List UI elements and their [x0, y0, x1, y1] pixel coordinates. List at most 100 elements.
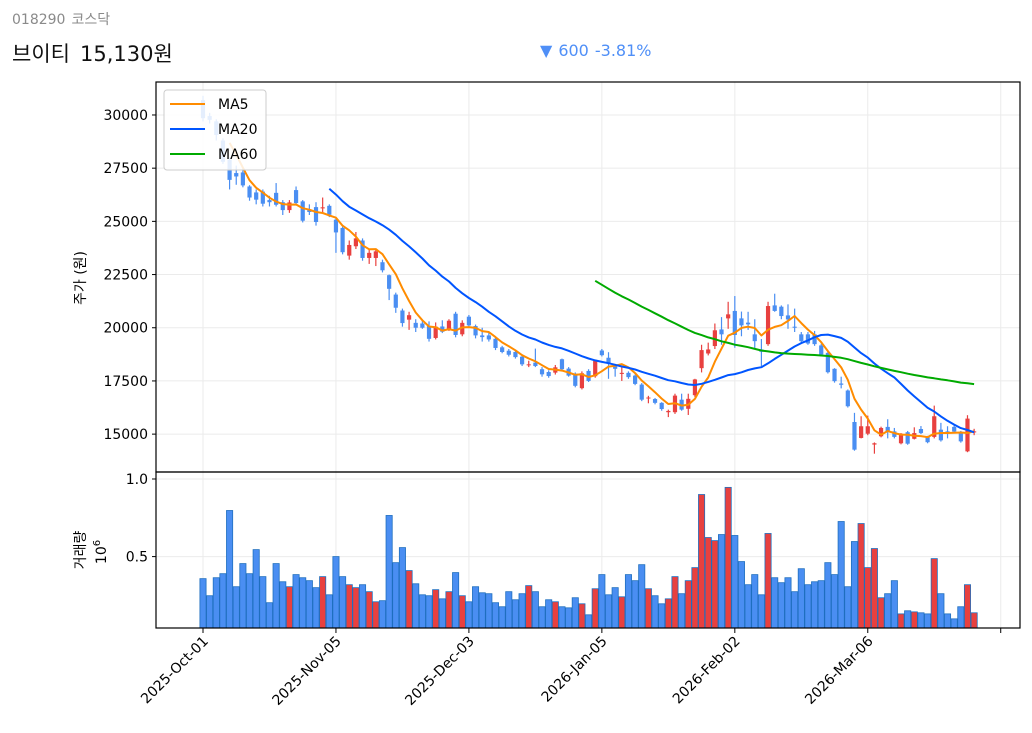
- volume-bar: [405, 570, 413, 629]
- candle-body: [825, 352, 830, 373]
- volume-bar: [505, 591, 513, 629]
- volume-bar: [385, 515, 393, 629]
- candle-body: [812, 334, 817, 345]
- volume-bar: [332, 556, 340, 629]
- candle-body: [393, 294, 398, 308]
- volume-bar: [558, 606, 566, 629]
- price-grid: [156, 82, 1020, 472]
- legend: MA5 MA20 MA60: [163, 89, 267, 171]
- candle-body: [799, 334, 804, 342]
- candle-body: [293, 190, 299, 204]
- change-amount: 600: [558, 41, 589, 60]
- volume-bar: [850, 541, 858, 629]
- volume-bar: [319, 576, 327, 629]
- candle-body: [925, 436, 930, 443]
- volume-bar: [757, 594, 765, 629]
- candle-body: [546, 372, 551, 377]
- volume-bar: [684, 580, 692, 629]
- candle-body: [859, 426, 864, 438]
- volume-bar: [325, 594, 333, 629]
- volume-bar: [731, 535, 739, 629]
- moving-averages: [228, 142, 975, 439]
- volume-bar: [239, 563, 247, 629]
- candle-body: [260, 191, 265, 204]
- candle-body: [932, 416, 937, 437]
- candle-body: [652, 399, 658, 403]
- candle-body: [533, 362, 538, 367]
- candle-body: [333, 219, 339, 233]
- market-name: 코스닥: [71, 12, 111, 28]
- volume-bar: [525, 585, 533, 629]
- candle-body: [406, 315, 412, 320]
- volume-bar: [598, 574, 606, 629]
- candle-body: [958, 432, 963, 442]
- candle-body: [446, 320, 452, 329]
- candle-body: [367, 252, 372, 258]
- volume-bar: [950, 618, 958, 629]
- volume-offset-label: 106: [92, 540, 110, 564]
- volume-bar: [804, 584, 812, 629]
- candle-body: [327, 205, 332, 215]
- volume-bar: [279, 581, 287, 629]
- volume-bar: [591, 588, 599, 629]
- volume-bar: [718, 534, 726, 629]
- volume-bar: [605, 594, 613, 629]
- candle-body: [539, 369, 545, 375]
- volume-bar: [917, 612, 925, 629]
- volume-bar: [206, 595, 214, 629]
- legend-label-ma60: MA60: [218, 147, 257, 163]
- volume-bar: [904, 610, 912, 629]
- volume-bar: [751, 574, 759, 629]
- volume-bar: [777, 582, 785, 629]
- volume-bar: [491, 602, 499, 629]
- volume-bar: [571, 597, 579, 629]
- candle-body: [898, 433, 904, 444]
- candle-body: [726, 314, 731, 319]
- candle-body: [752, 334, 757, 342]
- volume-bars: [199, 486, 978, 629]
- volume-bar: [791, 591, 799, 629]
- candle-body: [965, 418, 970, 452]
- volume-bar: [226, 510, 234, 629]
- candle-body: [666, 410, 671, 413]
- candle-body: [918, 429, 924, 434]
- candle-body: [460, 322, 465, 335]
- volume-bar: [545, 599, 553, 629]
- volume-bar: [831, 574, 839, 629]
- candle-body: [892, 431, 897, 437]
- legend-box: [163, 89, 267, 171]
- candle-body: [845, 390, 850, 407]
- volume-bar: [691, 567, 699, 629]
- change-percent: -3.81%: [594, 41, 652, 60]
- volume-bar: [824, 562, 832, 629]
- candle-body: [313, 207, 319, 222]
- volume-bar: [359, 584, 367, 629]
- candle-body: [938, 429, 943, 441]
- candle-body: [739, 318, 744, 326]
- volume-bar: [551, 601, 559, 629]
- candle-body: [493, 338, 498, 348]
- volume-bar: [644, 588, 652, 629]
- candle-body: [872, 443, 877, 445]
- candle-body: [287, 202, 292, 211]
- candle-body: [234, 173, 239, 177]
- candle-body: [500, 347, 505, 352]
- volume-tick-label: 0.5: [126, 550, 148, 566]
- stock-title: 브이티 15,130원: [12, 38, 183, 68]
- candle-body: [805, 334, 811, 344]
- volume-bar: [392, 562, 400, 629]
- candle-body: [952, 426, 957, 432]
- candle-body: [659, 402, 664, 410]
- volume-bar: [924, 613, 932, 629]
- candle-body: [606, 357, 611, 363]
- volume-bar: [265, 602, 273, 629]
- volume-bar: [817, 580, 825, 629]
- candle-body: [466, 316, 472, 326]
- volume-bar: [711, 540, 719, 629]
- candle-body: [440, 326, 445, 332]
- volume-bar: [305, 580, 313, 629]
- candle-body: [320, 207, 325, 209]
- candle-body: [506, 350, 511, 355]
- candle-body: [719, 329, 724, 335]
